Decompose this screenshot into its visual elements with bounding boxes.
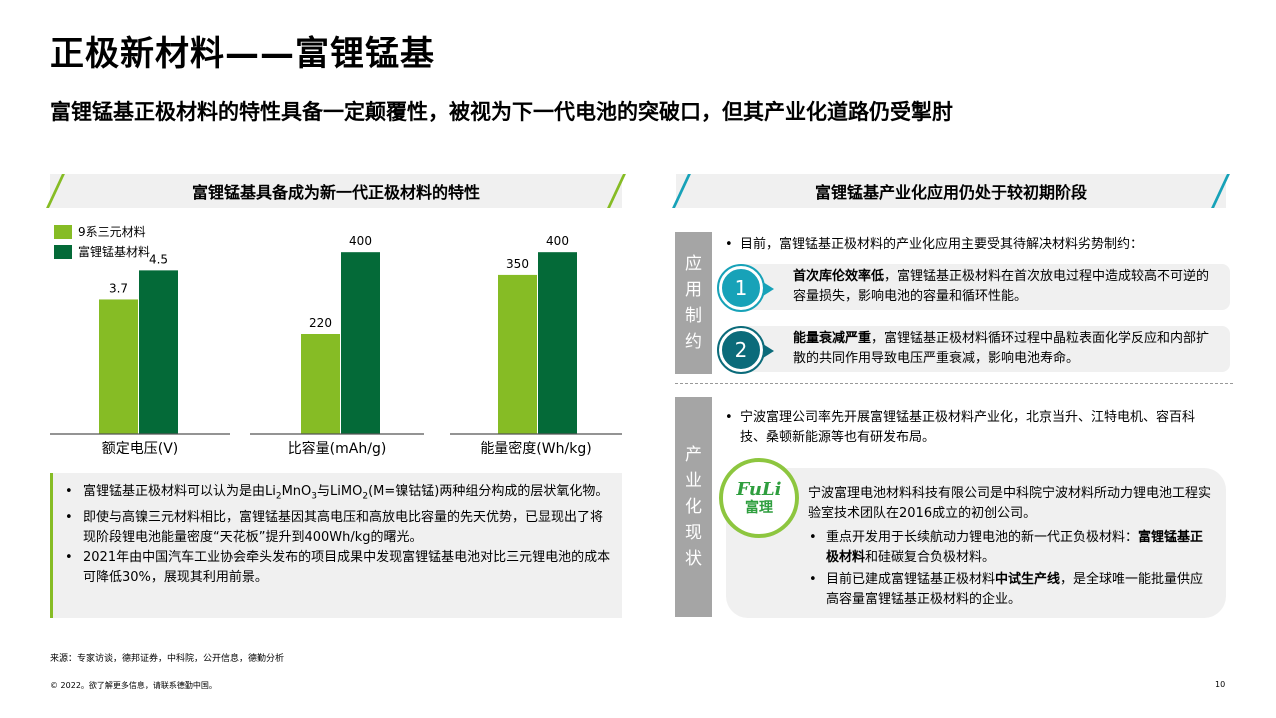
header-right-edge xyxy=(1211,174,1230,208)
data-label-1-1: 400 xyxy=(349,234,372,248)
constraint-pill-1 xyxy=(742,264,1230,310)
sub-bullet-item: 目前已建成富锂锰基正极材料中试生产线，是全球唯一能批量供应高容量富锂锰基正极材料… xyxy=(809,570,1214,610)
tag-industrialization-status: 产业化现状 xyxy=(675,397,712,617)
note-item: 即使与高镍三元材料相比，富锂锰基因其高电压和高放电比容量的先天优势，已显现出了将… xyxy=(65,508,612,547)
status-intro: 宁波富理公司率先开展富锂锰基正极材料产业化，北京当升、江特电机、容百科技、桑顿新… xyxy=(725,408,1220,448)
page-subtitle: 富锂锰基正极材料的特性具备一定颠覆性，被视为下一代电池的突破口，但其产业化道路仍… xyxy=(50,100,953,124)
header-left-edge xyxy=(672,174,691,208)
tag-application-constraints: 应用制约 xyxy=(675,232,712,374)
data-label-1-0: 220 xyxy=(309,316,332,330)
left-notes-box: 富锂锰基正极材料可以认为是由Li2MnO3与LiMO2(M=镍钴锰)两种组分构成… xyxy=(50,473,622,618)
company-description: 宁波富理电池材料科技有限公司是中科院宁波材料所动力锂电池工程实验室技术团队在20… xyxy=(808,486,1212,521)
footer-copyright: © 2022。欲了解更多信息，请联系德勤中国。 xyxy=(50,681,217,690)
bar-chart: 3.7 4.5 额定电压(V) 220 400 比容量(mAh/g) 350 400 能量密度(… xyxy=(50,234,622,457)
section-divider xyxy=(675,383,1233,384)
page-title: 正极新材料——富锂锰基 xyxy=(50,34,435,74)
bar-0-0 xyxy=(99,299,138,434)
bar-1-0 xyxy=(301,334,340,434)
right-header-text: 富锂锰基产业化应用仍处于较初期阶段 xyxy=(814,183,1087,202)
company-sub-bullets: 重点开发用于长续航动力锂电池的新一代正负极材料：富锂锰基正极材料和硅碳复合负极材… xyxy=(809,528,1214,612)
source-note: 来源：专家访谈，德邦证券，中科院，公开信息，德勤分析 xyxy=(50,654,285,664)
legend-swatch-ternary xyxy=(54,224,72,239)
bar-0-1 xyxy=(139,270,178,434)
fuli-logo: FuLi 富理 xyxy=(719,458,799,538)
legend-item-lrm: 富锂锰基材料 xyxy=(54,243,150,260)
logo-cn-text: 富理 xyxy=(745,500,773,516)
header-right-edge xyxy=(607,174,626,208)
category-label-2: 能量密度(Wh/kg) xyxy=(480,440,591,457)
category-label-0: 额定电压(V) xyxy=(102,441,179,457)
legend-item-ternary: 9系三元材料 xyxy=(54,223,146,240)
bar-2-0 xyxy=(498,274,537,434)
number-badge-2: 2 xyxy=(717,326,765,374)
bar-2-1 xyxy=(538,252,577,434)
number-badge-1: 1 xyxy=(717,264,765,312)
bar-1-1 xyxy=(341,252,380,434)
data-label-0-1: 4.5 xyxy=(149,252,168,266)
sub-bullet-item: 重点开发用于长续航动力锂电池的新一代正负极材料：富锂锰基正极材料和硅碳复合负极材… xyxy=(809,528,1214,568)
page-number: 10 xyxy=(1215,680,1226,689)
legend-swatch-lrm xyxy=(54,244,72,259)
constraint-text-2: 能量衰减严重，富锂锰基正极材料循环过程中晶粒表面化学反应和内部扩散的共同作用导致… xyxy=(793,331,1210,366)
legend-label-ternary: 9系三元材料 xyxy=(78,225,146,239)
category-label-1: 比容量(mAh/g) xyxy=(288,440,387,457)
note-item: 富锂锰基正极材料可以认为是由Li2MnO3与LiMO2(M=镍钴锰)两种组分构成… xyxy=(65,482,612,507)
note-item: 2021年由中国汽车工业协会牵头发布的项目成果中发现富锂锰基电池对比三元锂电池的… xyxy=(65,548,612,587)
logo-text: FuLi xyxy=(736,479,782,500)
constraints-intro: 目前，富锂锰基正极材料的产业化应用主要受其待解决材料劣势制约： xyxy=(725,235,1220,255)
constraint-text-1: 首次库伦效率低，富锂锰基正极材料在首次放电过程中造成较高不可逆的容量损失，影响电… xyxy=(793,269,1210,304)
legend-label-lrm: 富锂锰基材料 xyxy=(78,245,151,259)
right-section-header: 富锂锰基产业化应用仍处于较初期阶段 xyxy=(672,174,1230,208)
data-label-2-1: 400 xyxy=(546,234,569,248)
data-label-2-0: 350 xyxy=(506,257,529,271)
data-label-0-0: 3.7 xyxy=(109,281,128,295)
constraint-pill-2 xyxy=(742,326,1230,372)
left-header-text: 富锂锰基具备成为新一代正极材料的特性 xyxy=(191,183,480,202)
left-section-header: 富锂锰基具备成为新一代正极材料的特性 xyxy=(46,174,626,208)
header-left-edge xyxy=(46,174,65,208)
